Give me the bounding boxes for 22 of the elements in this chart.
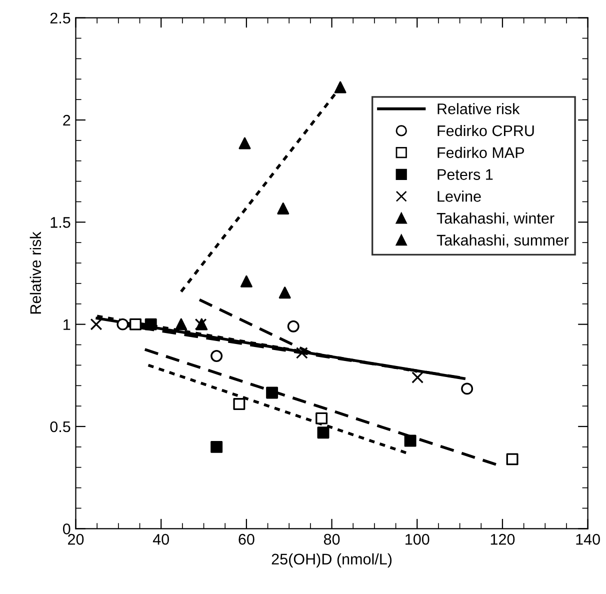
x-tick-label: 60 bbox=[238, 534, 254, 545]
legend-label: Takahashi, winter bbox=[436, 212, 554, 226]
x-tick-label: 140 bbox=[576, 534, 600, 545]
y-tick-label: 2.5 bbox=[50, 12, 70, 24]
legend-label: Fedirko MAP bbox=[438, 146, 524, 158]
x-tick-label: 20 bbox=[68, 534, 84, 545]
legend-label: Relative risk bbox=[438, 103, 520, 114]
x-tick-label: 120 bbox=[490, 534, 515, 545]
y-tick-label: 0.5 bbox=[50, 421, 70, 432]
x-tick-label: 40 bbox=[152, 534, 169, 545]
legend-label: Fedirko CPRU bbox=[438, 124, 534, 136]
legend-label: Takahashi, summer bbox=[436, 234, 569, 248]
y-tick-label: 2 bbox=[63, 114, 70, 126]
x-tick-label: 100 bbox=[406, 534, 430, 545]
y-axis-title: Relative risk bbox=[30, 232, 42, 314]
y-tick-label: 0 bbox=[62, 524, 70, 534]
x-axis-title: 25(OH)D (nmol/L) bbox=[272, 553, 392, 568]
y-tick-label: 1 bbox=[64, 319, 70, 330]
legend-label: Levine bbox=[438, 190, 481, 202]
legend-label: Peters 1 bbox=[438, 169, 493, 180]
y-tick-label: 1.5 bbox=[50, 217, 70, 228]
x-tick-label: 80 bbox=[324, 534, 340, 545]
